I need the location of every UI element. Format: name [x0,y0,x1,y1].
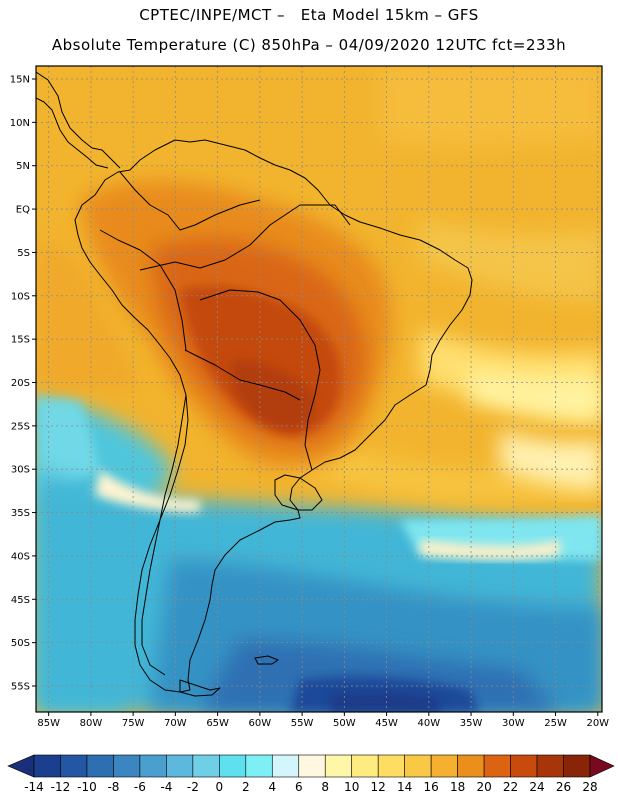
colorbar-swatch [192,754,220,778]
lat-label: 55S [11,681,30,692]
colorbar-label: 4 [268,780,276,794]
colorbar-label: 20 [476,780,491,794]
colorbar-label: 8 [321,780,329,794]
chile-argentina-border [141,394,187,676]
lat-label: 10S [11,291,30,302]
colorbar-swatch [377,754,405,778]
lon-label: 75W [122,718,145,729]
colorbar-swatch [351,754,379,778]
colorbar-label: -14 [24,780,44,794]
colorbar-label: -12 [51,780,71,794]
colorbar-swatch [166,754,194,778]
colorbar-label: 16 [424,780,439,794]
colorbar-label: 0 [216,780,224,794]
lat-label: 35S [11,508,30,519]
colorbar-swatch [139,754,167,778]
brazil-border [139,204,351,471]
lon-label: 25W [544,718,567,729]
colorbar-swatch [430,754,458,778]
lat-label: EQ [16,205,30,216]
lon-label: 70W [164,718,187,729]
colorbar-swatch [536,754,564,778]
coastline-and-borders [36,71,473,697]
colorbar-label: 22 [503,780,518,794]
lon-label: 35W [460,718,483,729]
map-frame [35,65,603,713]
colorbar-swatch [563,754,591,778]
colorbar-label: 18 [450,780,465,794]
colorbar-swatch [271,754,300,778]
colorbar-swatch [510,754,538,778]
lon-label: 55W [291,718,314,729]
lon-label: 80W [80,718,103,729]
lon-label: 85W [37,718,60,729]
lat-label: 15S [11,335,30,346]
colorbar-label: 14 [397,780,412,794]
lat-label: 30S [11,465,30,476]
falkland-islands [254,655,279,665]
colorbar-label: 26 [556,780,571,794]
temperature-field [36,66,602,712]
colorbar-swatch [219,754,247,778]
colorbar-label: -10 [77,780,97,794]
venezuela-colombia-border [119,171,261,231]
lat-label: 5S [17,248,30,259]
colorbar-swatch [457,754,485,778]
longitude-labels: 85W 80W 75W 70W 65W 60W 55W 50W 45W 40W 35W 30W 25W 2… [37,712,609,729]
lat-label: 10N [10,118,30,129]
colorbar-label: 6 [295,780,303,794]
colorbar-swatch [483,754,511,778]
lat-label: 5N [16,161,30,172]
lat-label: 25S [11,421,30,432]
tierra-del-fuego [179,679,221,697]
colorbar-label: -4 [160,780,172,794]
latitude-labels: 15N 10N 5N EQ 5S 10S 15S 20S 25S 30S 35S 40S 45S 50S 5… [10,75,36,692]
lon-label: 45W [375,718,398,729]
lon-label: 65W [206,718,229,729]
lon-label: 40W [418,718,441,729]
colorbar-swatch [113,754,141,778]
colorbar-label: 28 [582,780,597,794]
lon-label: 50W [333,718,356,729]
colorbar-swatch [86,754,114,778]
lat-label: 45S [11,595,30,606]
uruguay-coast [274,474,323,511]
map-title-line-2: Absolute Temperature (C) 850hPa – 04/09/… [51,36,567,54]
lat-label: 40S [11,551,30,562]
colorbar-label: 24 [529,780,544,794]
color-scale-bar: -14 -12 -10 -8 -6 -4 -2 0 2 4 6 8 10 12 14 16 18 20 22 24 26… [7,754,615,794]
colorbar-label: 10 [344,780,359,794]
colorbar-label: -6 [134,780,146,794]
map-title-line-1: CPTEC/INPE/MCT – Eta Model 15km – GFS [139,6,479,24]
lon-label: 60W [249,718,272,729]
lat-label: 50S [11,638,30,649]
lat-label: 15N [10,75,30,86]
lon-label: 20W [586,718,609,729]
peru-border [99,229,187,351]
lat-label: 20S [11,378,30,389]
central-america-coastline [36,71,121,169]
colorbar-low-arrow [7,754,35,778]
colorbar-label: 2 [242,780,250,794]
colorbar-swatch [404,754,432,778]
colorbar-swatch [298,754,326,778]
colorbar-high-arrow [589,754,615,778]
colorbar-swatch [60,754,88,778]
colorbar-label: -8 [107,780,119,794]
colorbar-swatch [324,754,353,778]
colorbar-swatch [33,754,61,778]
colorbar-label: -2 [187,780,199,794]
lat-lon-grid [36,66,602,712]
bolivia-paraguay-border [184,349,301,401]
colorbar-label: 12 [371,780,386,794]
lon-label: 30W [502,718,525,729]
colorbar-swatch [245,754,273,778]
